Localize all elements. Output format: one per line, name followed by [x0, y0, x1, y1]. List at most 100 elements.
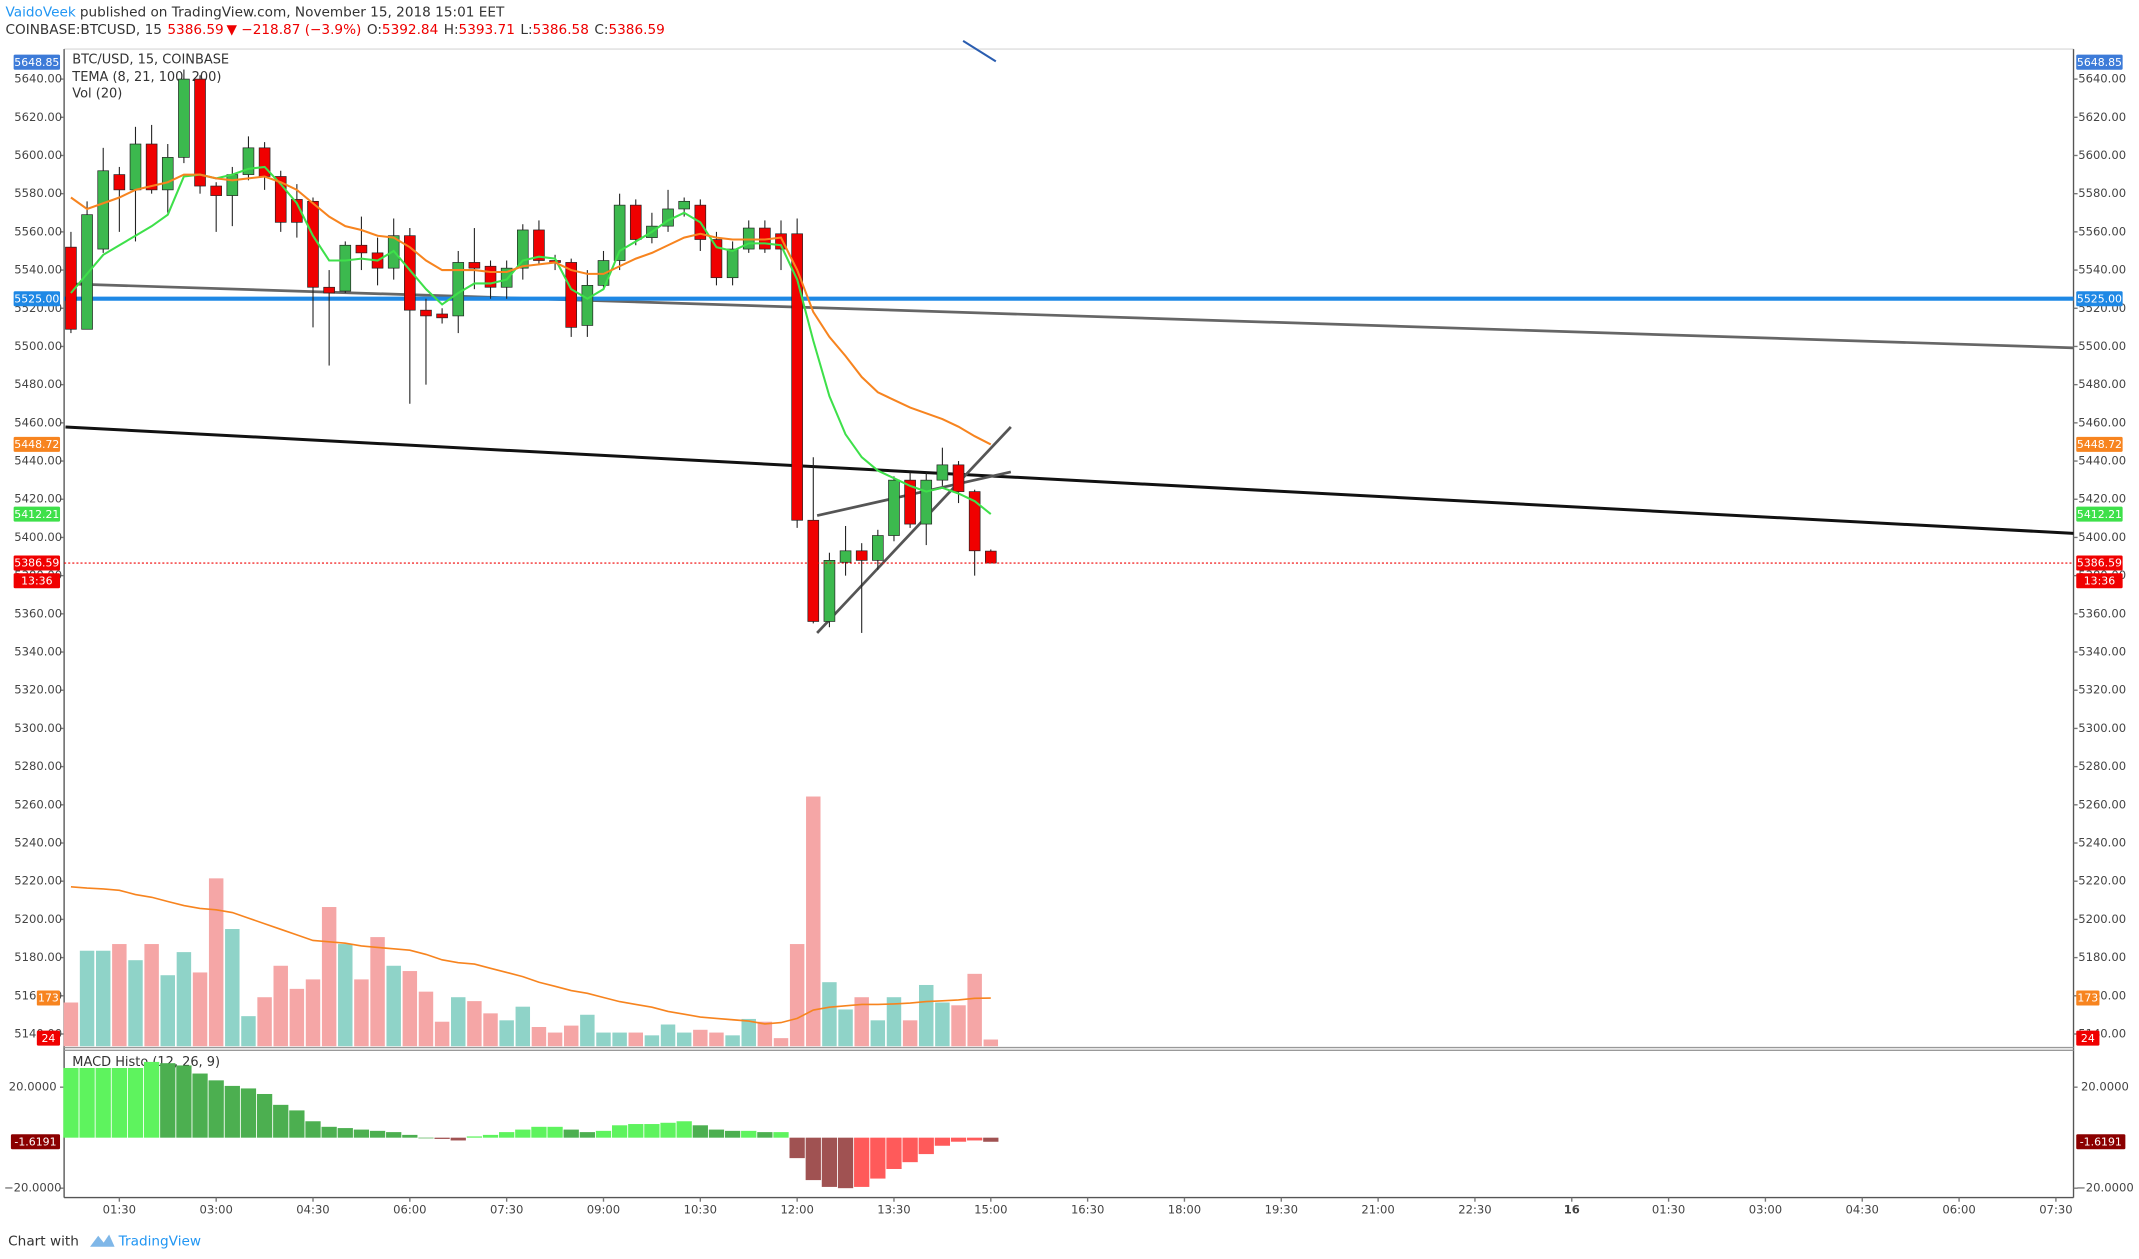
symbol-line: COINBASE:BTCUSD, 15 5386.59 ▼ −218.87 (−3.… [5, 22, 664, 38]
volume-bar [192, 972, 208, 1047]
macd-bar [983, 1137, 999, 1142]
trend-line[interactable] [962, 40, 997, 63]
volume-bar [725, 1035, 740, 1047]
price-tag [2076, 990, 2100, 1006]
price-tag [13, 436, 61, 452]
x-tick-label: 12:00 [780, 1202, 813, 1216]
candle-body [581, 285, 594, 326]
y-tick-label: 5580.00 [2078, 186, 2126, 200]
y-tick-label: 5620.00 [2078, 110, 2126, 124]
macd-bar [563, 1129, 579, 1138]
macd-bar [579, 1132, 595, 1138]
volume-bar [886, 997, 902, 1047]
volume-bar [225, 929, 240, 1047]
volume-bar [483, 1013, 498, 1047]
volume-bar [902, 1020, 918, 1047]
volume-bar [693, 1029, 708, 1047]
symbol: COINBASE:BTCUSD, 15 [5, 22, 161, 38]
price-tag [2076, 1030, 2100, 1046]
x-tick-label: 07:30 [2039, 1202, 2072, 1216]
x-tick-label: 15:00 [974, 1202, 1007, 1216]
footer-text: Chart with [8, 1233, 79, 1249]
author[interactable]: VaidoVeek [5, 4, 75, 20]
tema-line [70, 165, 992, 515]
volume-bar [321, 907, 337, 1047]
volume-bar [644, 1035, 660, 1047]
candle-body [97, 170, 110, 250]
volume-bar [63, 1002, 79, 1047]
candle-body [968, 491, 981, 552]
macd-bar [821, 1137, 838, 1187]
volume-bar [709, 1032, 724, 1047]
candle-body [307, 200, 319, 288]
tema-line [70, 173, 992, 446]
macd-bar [79, 1067, 95, 1138]
legend-symbol: BTC/USD, 15, COINBASE [72, 53, 229, 68]
candle-body [629, 204, 642, 240]
price-tag [13, 291, 61, 307]
y-tick-label: 5200.00 [2078, 912, 2126, 926]
volume-bar [612, 1032, 627, 1047]
price-tag-label: 24 [41, 1032, 55, 1045]
macd-bar [482, 1134, 499, 1138]
macd-bar [224, 1085, 240, 1138]
candle-body [807, 519, 820, 622]
volume-bar [418, 991, 434, 1047]
volume-bar [338, 944, 353, 1047]
candle-body [823, 560, 836, 622]
volume-bar [305, 979, 321, 1047]
candle-body [839, 550, 852, 563]
legend-volume: Vol (20) [72, 87, 122, 102]
volume-bar [128, 960, 143, 1047]
x-tick-label: 03:00 [199, 1202, 232, 1216]
candle-body [517, 229, 529, 269]
volume-bar [757, 1021, 773, 1047]
volume-bar [241, 1016, 256, 1047]
x-tick-label: 09:00 [587, 1202, 620, 1216]
candle-body [65, 246, 77, 330]
price-tag-label: 5525.00 [2077, 292, 2122, 305]
y-tick-label: 5400.00 [2078, 530, 2126, 544]
macd-tick-label: 20.0000 [2081, 1080, 2129, 1094]
macd-bar [837, 1137, 854, 1189]
volume-bar [854, 997, 869, 1047]
volume-bar [208, 878, 224, 1047]
price-tag [36, 990, 61, 1006]
last-price: 5386.59 [167, 22, 223, 38]
price-tag [2076, 291, 2123, 307]
x-tick-label: 13:30 [877, 1202, 910, 1216]
price-tag [13, 506, 61, 522]
x-tick-label: 07:30 [490, 1202, 523, 1216]
volume-bar [676, 1032, 692, 1047]
macd-bar [63, 1067, 79, 1138]
volume-bar [499, 1020, 514, 1047]
footer-brand[interactable]: TradingView [118, 1233, 201, 1249]
c-label: C: [594, 22, 608, 38]
candle-body [242, 147, 255, 175]
wedge-line[interactable] [816, 426, 1012, 634]
y-tick-label: 5440.00 [2078, 454, 2126, 468]
volume-bar [967, 973, 982, 1047]
macd-bar [854, 1137, 870, 1187]
y-tick-label: 5320.00 [14, 683, 62, 697]
trend-line[interactable] [65, 282, 2074, 350]
macd-bar [757, 1132, 773, 1138]
y-tick-label: 5620.00 [14, 110, 62, 124]
published: published on TradingView.com, November 1… [80, 4, 505, 20]
y-tick-label: 5340.00 [2078, 645, 2126, 659]
change: ▼ −218.87 (−3.9%) [226, 22, 361, 38]
price-tag [2076, 506, 2123, 522]
candle-body [533, 229, 545, 261]
candle-body [904, 479, 916, 525]
y-tick-label: 5480.00 [14, 377, 62, 391]
volume-bar [547, 1032, 563, 1047]
price-tag-label: 173 [2077, 992, 2098, 1005]
trend-line[interactable] [65, 425, 2074, 535]
price-tag-label: 173 [38, 992, 59, 1005]
y-tick-label: 5460.00 [2078, 415, 2126, 429]
candle-body [420, 309, 432, 317]
candle-body [161, 157, 174, 191]
candle-body [323, 286, 335, 294]
